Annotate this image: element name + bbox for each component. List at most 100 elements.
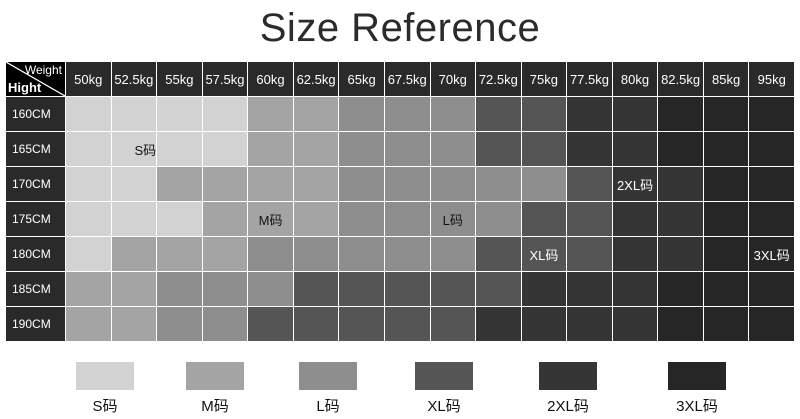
size-cell	[383, 96, 431, 132]
size-cell	[566, 131, 613, 167]
size-cell	[748, 96, 795, 132]
size-cell	[429, 131, 477, 167]
size-cell	[338, 166, 385, 202]
size-cell	[702, 306, 750, 342]
size-cell	[292, 131, 340, 167]
size-cell	[338, 96, 385, 132]
legend-item: S码	[40, 362, 170, 416]
size-cell	[383, 201, 431, 237]
size-cell	[338, 236, 385, 272]
size-cell	[657, 201, 704, 237]
weight-header-cell: 95kg	[748, 61, 795, 97]
size-cell-label: M码	[247, 201, 294, 237]
size-cell	[110, 96, 158, 132]
size-cell	[201, 131, 249, 167]
size-cell	[383, 236, 431, 272]
size-cell	[702, 166, 750, 202]
size-cell	[520, 271, 568, 307]
height-row-header: 190CM	[5, 306, 66, 342]
size-cell	[201, 201, 249, 237]
size-cell	[383, 131, 431, 167]
size-cell	[110, 166, 158, 202]
size-cell	[611, 306, 659, 342]
legend-swatch	[76, 362, 134, 390]
legend-label: 3XL码	[676, 398, 718, 415]
size-cell	[110, 236, 158, 272]
size-cell	[566, 306, 613, 342]
size-cell	[65, 96, 112, 132]
size-cell	[65, 236, 112, 272]
size-cell-label: XL码	[520, 236, 568, 272]
size-cell	[702, 271, 750, 307]
size-legend: S码 M码 L码 XL码 2XL码 3XL码	[0, 362, 800, 419]
legend-label: L码	[316, 398, 340, 415]
table-row: 180CM XL码 3XL码	[5, 236, 795, 272]
size-cell	[566, 201, 613, 237]
size-table-body: 160CM 165CM S码 170CM 2XL码 175CM M码 L码 180CM XL码 3X…	[5, 96, 795, 342]
size-cell	[65, 201, 112, 237]
size-cell	[657, 306, 704, 342]
size-cell	[65, 271, 112, 307]
size-table: Weight Hight 50kg 52.5kg 55kg 57.5kg 60kg 62.…	[5, 61, 795, 342]
size-cell	[65, 131, 112, 167]
size-cell	[201, 96, 249, 132]
weight-header-cell: 67.5kg	[383, 61, 431, 97]
size-cell	[611, 131, 659, 167]
size-cell	[657, 236, 704, 272]
weight-header-cell: 72.5kg	[475, 61, 522, 97]
size-cell	[383, 306, 431, 342]
size-cell	[429, 166, 477, 202]
size-cell	[292, 96, 340, 132]
size-cell	[201, 236, 249, 272]
weight-header-cell: 52.5kg	[110, 61, 158, 97]
size-cell	[748, 166, 795, 202]
corner-header-cell: Weight Hight	[5, 61, 66, 97]
weight-header-cell: 55kg	[156, 61, 203, 97]
size-cell	[429, 236, 477, 272]
size-cell	[429, 271, 477, 307]
size-cell	[748, 271, 795, 307]
size-cell	[657, 271, 704, 307]
size-cell	[657, 131, 704, 167]
weight-header-cell: 82.5kg	[657, 61, 704, 97]
size-cell	[201, 166, 249, 202]
size-cell	[156, 96, 203, 132]
size-cell	[247, 131, 294, 167]
weight-header-cell: 85kg	[702, 61, 750, 97]
size-cell	[201, 271, 249, 307]
size-cell	[520, 96, 568, 132]
size-cell	[702, 131, 750, 167]
size-cell	[338, 131, 385, 167]
size-cell	[611, 201, 659, 237]
legend-item: 2XL码	[503, 362, 633, 416]
size-cell	[611, 271, 659, 307]
size-cell	[475, 271, 522, 307]
size-cell	[247, 96, 294, 132]
size-cell	[247, 271, 294, 307]
legend-label: S码	[92, 398, 118, 415]
size-cell	[475, 236, 522, 272]
size-cell	[156, 306, 203, 342]
legend-swatch	[539, 362, 597, 390]
size-cell	[475, 131, 522, 167]
legend-swatch	[299, 362, 357, 390]
corner-height-label: Hight	[8, 80, 42, 95]
weight-header-cell: 57.5kg	[201, 61, 249, 97]
size-cell	[429, 96, 477, 132]
size-cell	[748, 306, 795, 342]
size-cell	[566, 236, 613, 272]
size-cell	[702, 201, 750, 237]
legend-label: M码	[201, 398, 229, 415]
table-row: 185CM	[5, 271, 795, 307]
size-cell	[156, 166, 203, 202]
size-cell	[292, 166, 340, 202]
size-cell	[338, 306, 385, 342]
size-cell	[156, 236, 203, 272]
size-cell	[292, 306, 340, 342]
size-cell	[65, 306, 112, 342]
size-cell	[475, 201, 522, 237]
size-cell	[748, 201, 795, 237]
size-cell	[611, 96, 659, 132]
weight-header-cell: 80kg	[611, 61, 659, 97]
size-cell	[247, 166, 294, 202]
